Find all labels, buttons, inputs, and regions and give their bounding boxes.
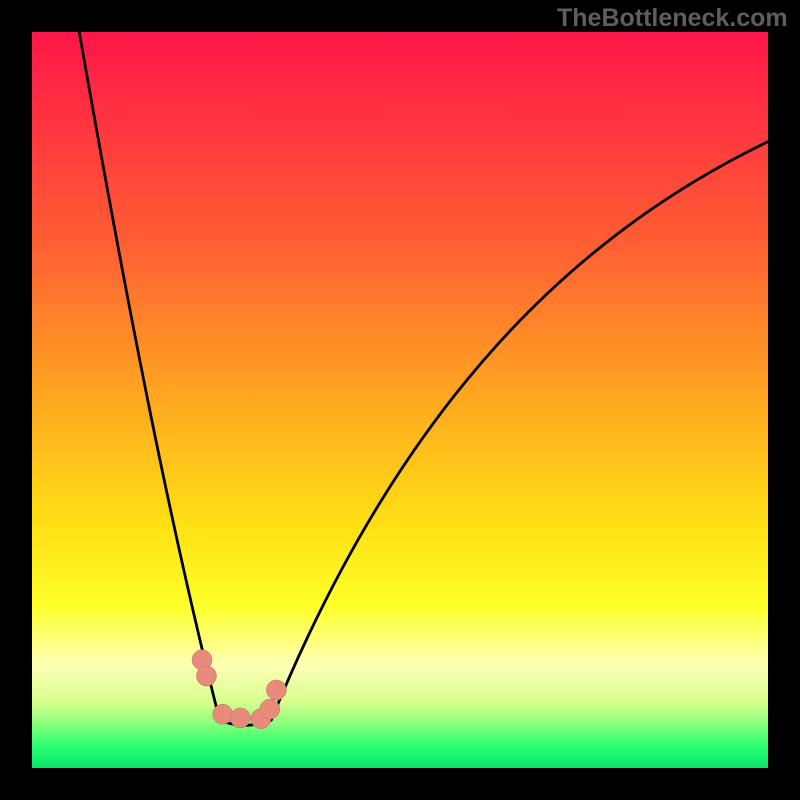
- marker-point: [266, 680, 286, 700]
- plot-area: [32, 32, 768, 768]
- data-markers: [192, 650, 286, 729]
- marker-point: [213, 704, 233, 724]
- bottleneck-curves: [70, 32, 768, 725]
- marker-point: [260, 699, 280, 719]
- bottleneck-curve: [70, 32, 768, 725]
- marker-point: [196, 666, 216, 686]
- chart-svg: [32, 32, 768, 768]
- chart-frame: [0, 0, 800, 800]
- watermark-text: TheBottleneck.com: [557, 4, 788, 33]
- marker-point: [230, 708, 250, 728]
